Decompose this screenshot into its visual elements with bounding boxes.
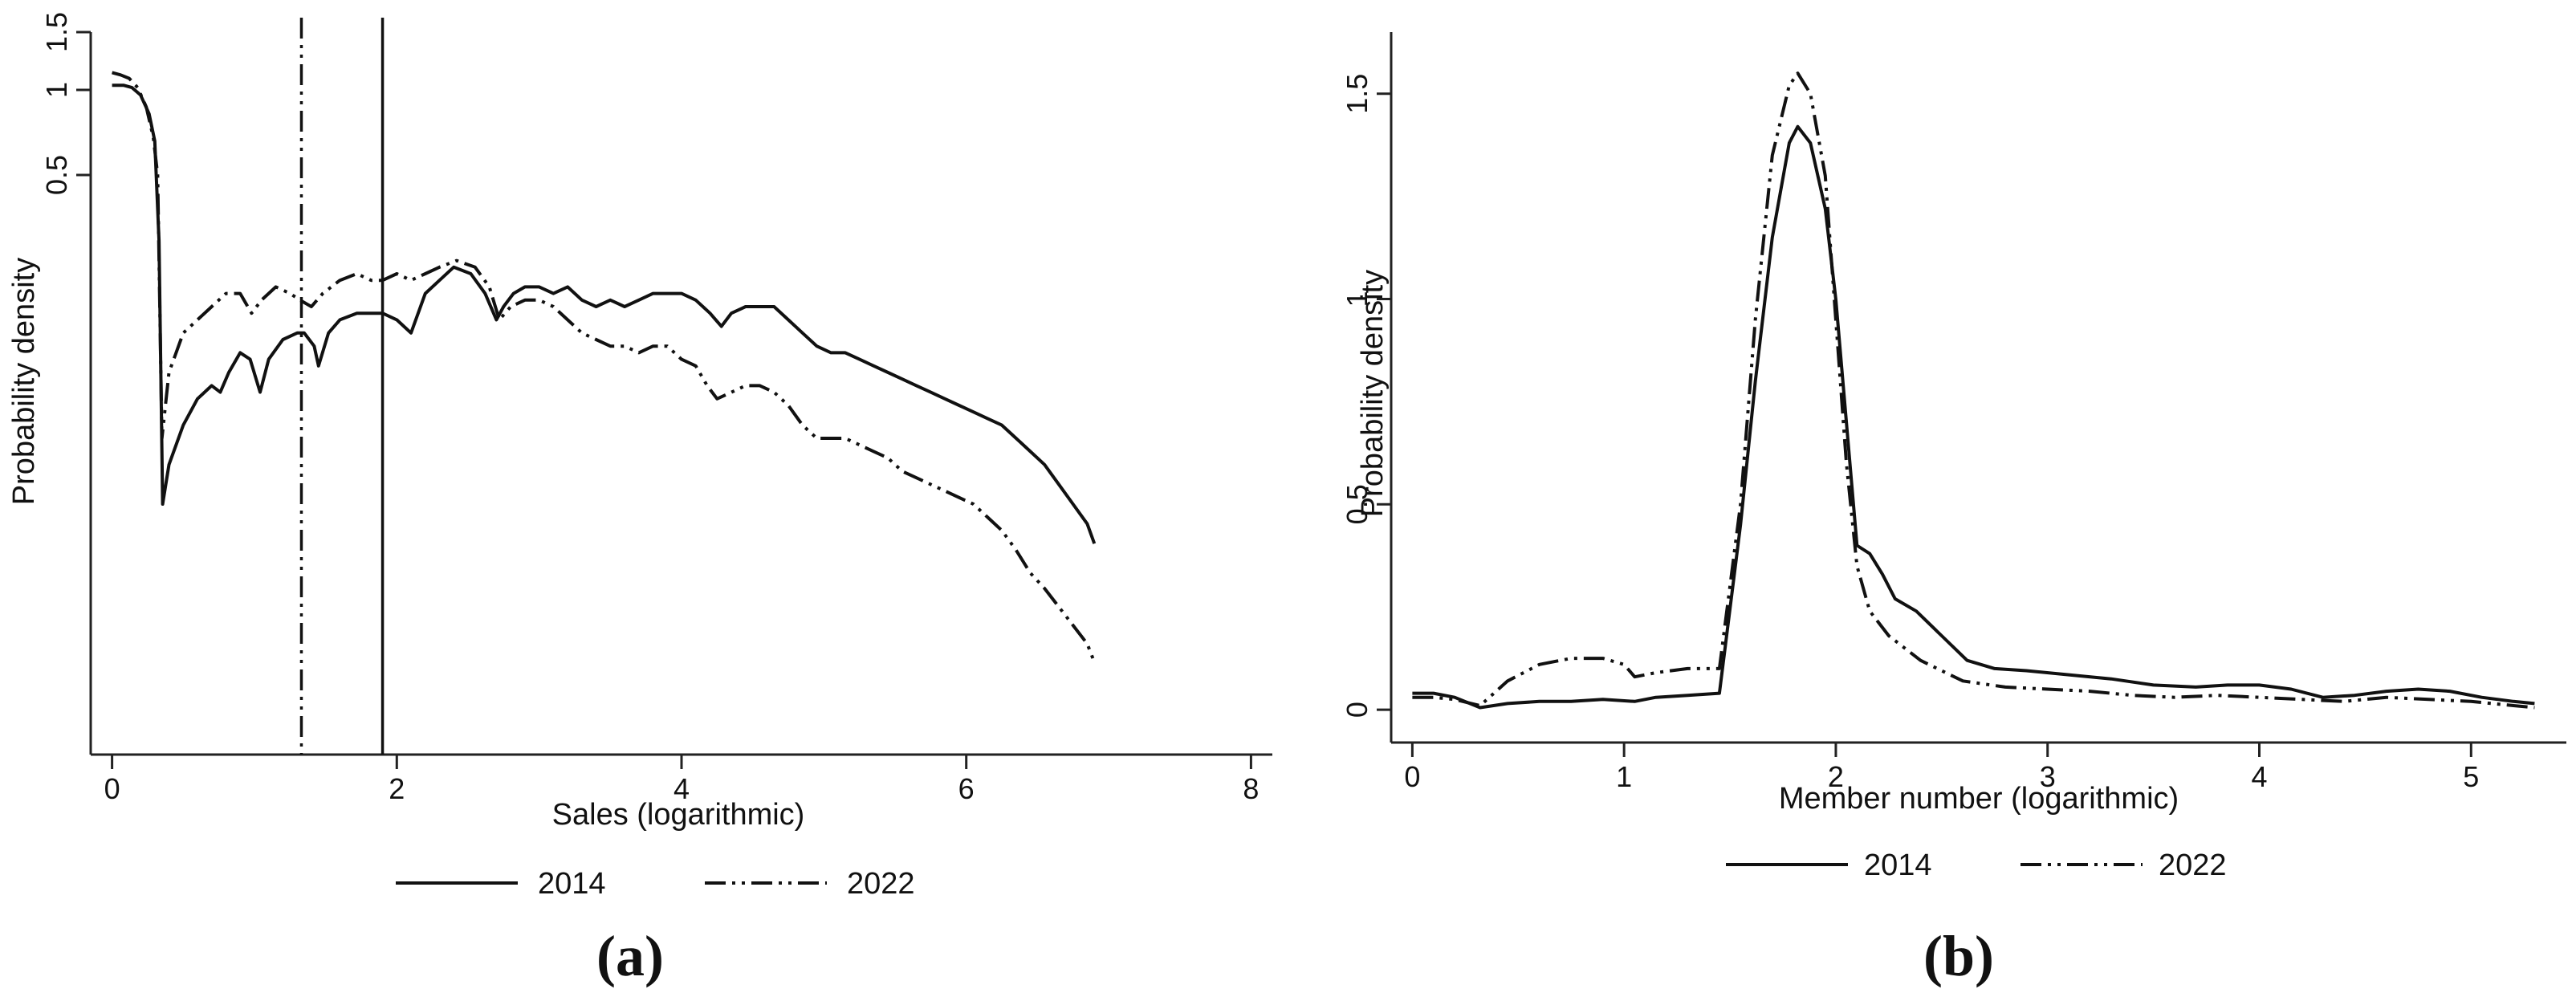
- x-tick-label: 6: [958, 772, 975, 805]
- legend-label-2022: 2022: [847, 867, 915, 901]
- y-tick-label: 0.5: [40, 155, 73, 195]
- x-axis-title: Sales (logarithmic): [552, 798, 805, 832]
- panel-label-b: (b): [1923, 924, 1994, 988]
- panel-label-a: (a): [596, 924, 664, 988]
- x-tick-label: 2: [1828, 760, 1844, 793]
- legend-label-2014: 2014: [1864, 848, 1932, 882]
- y-tick-label: 1: [1341, 291, 1373, 307]
- y-axis-title: Probability density: [1356, 270, 1390, 517]
- x-tick-label: 4: [674, 772, 690, 805]
- y-tick-label: 1.5: [1341, 74, 1373, 114]
- x-tick-label: 0: [104, 772, 120, 805]
- legend-label-2014: 2014: [538, 867, 606, 901]
- series-line-2014: [1412, 124, 2535, 710]
- y-tick-label: 0.5: [1341, 484, 1373, 524]
- x-tick-label: 4: [2251, 760, 2267, 793]
- x-axis-title: Member number (logarithmic): [1779, 782, 2179, 816]
- series-line-2014: [112, 83, 1097, 544]
- series-line-2022: [1412, 71, 2535, 710]
- legend-label-2022: 2022: [2159, 848, 2227, 882]
- x-tick-label: 8: [1243, 772, 1259, 805]
- chart-panel-b: 0 1 2 3 4 5 0 0.5 1 1.5 Member number (logarithmic…: [1341, 32, 2566, 988]
- chart-panel-a: 0 2 4 6 8 0.5 1 1.5 Sales (logarithmic) Probabili…: [7, 12, 1272, 988]
- x-tick-label: 5: [2463, 760, 2479, 793]
- legend: 2014 2022: [396, 867, 915, 901]
- y-tick-label: 1.5: [40, 12, 73, 52]
- x-tick-label: 0: [1404, 760, 1420, 793]
- x-tick-label: 2: [389, 772, 405, 805]
- x-tick-label: 3: [2040, 760, 2056, 793]
- series-line-2022: [112, 71, 1097, 663]
- y-tick-label: 0: [1341, 702, 1373, 718]
- y-tick-label: 1: [40, 82, 73, 98]
- y-axis-title: Probability density: [7, 258, 41, 505]
- legend: 2014 2022: [1726, 848, 2227, 882]
- x-tick-label: 1: [1616, 760, 1632, 793]
